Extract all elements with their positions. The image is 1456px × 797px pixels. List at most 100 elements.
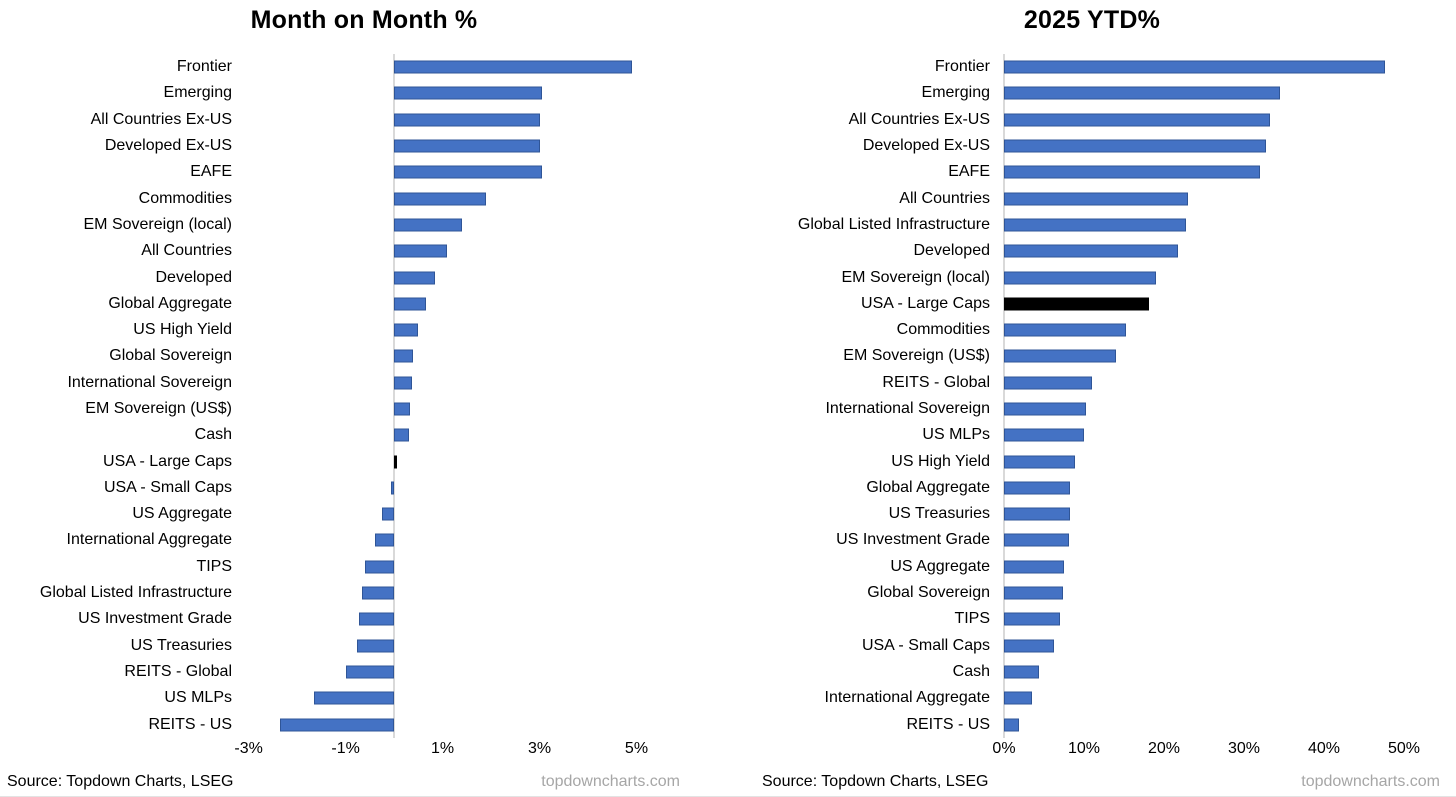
bar-all-countries-ex-us	[1003, 113, 1271, 127]
category-label: USA - Large Caps	[103, 452, 232, 470]
category-label: All Countries	[899, 189, 990, 207]
x-axis-tick: 3%	[527, 740, 552, 757]
bar-us-high-yield	[1003, 455, 1076, 469]
category-label: US High Yield	[891, 452, 990, 470]
category-label: Frontier	[176, 58, 232, 76]
category-label: EM Sovereign (US$)	[843, 347, 990, 365]
website-watermark: topdowncharts.com	[1301, 773, 1440, 790]
x-axis-spacer	[0, 738, 237, 762]
bar-row	[997, 448, 1447, 474]
bar-us-mlps	[1003, 428, 1084, 442]
bar-usa-small-caps	[1003, 639, 1055, 653]
bar-cash	[394, 428, 409, 442]
bar-row	[237, 159, 700, 185]
bar-row	[237, 370, 700, 396]
bar-row	[997, 107, 1447, 133]
bar-commodities	[1003, 323, 1127, 337]
bar-row	[997, 80, 1447, 106]
bar-reits-us	[1003, 718, 1020, 732]
bar-reits-global	[345, 665, 395, 679]
bar-em-sovereign-local	[394, 218, 462, 232]
category-label: EM Sovereign (local)	[83, 215, 233, 233]
bar-row	[237, 54, 700, 80]
category-label: USA - Large Caps	[861, 294, 990, 312]
x-axis: 0% 10% 20% 30% 40% 50%	[728, 738, 1456, 762]
bar-frontier	[394, 60, 632, 74]
category-label: Global Listed Infrastructure	[39, 584, 232, 602]
bar-row	[997, 317, 1447, 343]
bar-row	[237, 291, 700, 317]
category-label: Commodities	[896, 321, 990, 339]
bar-reits-us	[280, 718, 395, 732]
bar-row	[237, 212, 700, 238]
category-label: All Countries	[141, 242, 232, 260]
website-watermark: topdowncharts.com	[541, 773, 680, 790]
bar-row	[997, 159, 1447, 185]
bar-em-sovereign-local	[1003, 271, 1156, 285]
category-label: REITS - US	[148, 715, 232, 733]
bar-row	[997, 475, 1447, 501]
bar-em-sovereign-us	[394, 402, 411, 416]
category-label: USA - Small Caps	[861, 636, 990, 654]
bar-row	[997, 633, 1447, 659]
value-axis-zero-line	[393, 54, 395, 738]
bar-us-aggregate	[381, 507, 395, 521]
category-label: REITS - Global	[124, 662, 232, 680]
category-label: US Aggregate	[132, 505, 232, 523]
bar-developed-ex-us	[394, 139, 540, 153]
bar-us-high-yield	[394, 323, 419, 337]
category-label: US Aggregate	[890, 557, 990, 575]
x-axis-tick: 20%	[1147, 740, 1181, 757]
category-label: US Treasuries	[888, 505, 990, 523]
category-label: US Treasuries	[130, 636, 232, 654]
bar-row	[997, 238, 1447, 264]
category-label: REITS - US	[906, 715, 990, 733]
chart-title-ytd: 2025 YTD%	[1023, 6, 1161, 34]
bar-global-sovereign	[394, 349, 414, 363]
bar-row	[237, 580, 700, 606]
category-label: Global Aggregate	[108, 294, 232, 312]
x-axis-tick: 30%	[1227, 740, 1261, 757]
x-axis-tick-labels: -3% -1% 1% 3% 5%	[234, 738, 700, 762]
bar-us-investment-grade	[359, 612, 395, 626]
bar-row	[237, 264, 700, 290]
bar-row	[237, 422, 700, 448]
category-label: EAFE	[190, 163, 232, 181]
x-axis-tick: -1%	[331, 740, 360, 757]
bar-global-aggregate	[1003, 481, 1071, 495]
chart-panel-month-on-month: Month on Month % Frontier Emerging All Cou…	[0, 0, 728, 791]
bar-international-aggregate	[1003, 691, 1032, 705]
bar-row	[997, 54, 1447, 80]
source-credit: Source: Topdown Charts, LSEG	[762, 773, 989, 790]
bar-row	[237, 80, 700, 106]
bar-row	[997, 370, 1447, 396]
category-label: Emerging	[921, 84, 990, 102]
category-label: US High Yield	[133, 321, 232, 339]
bar-row	[997, 343, 1447, 369]
category-label: Global Aggregate	[866, 478, 990, 496]
category-label: Developed Ex-US	[862, 137, 990, 155]
x-axis-tick: 1%	[430, 740, 455, 757]
x-axis-tick: 5%	[624, 740, 649, 757]
bar-international-aggregate	[374, 533, 395, 547]
category-label: Commodities	[138, 189, 232, 207]
x-axis-spacer	[728, 738, 997, 762]
bar-usa-small-caps	[391, 481, 395, 495]
category-label: Cash	[194, 426, 232, 444]
category-label: US Investment Grade	[78, 610, 232, 628]
bar-emerging	[1003, 86, 1280, 100]
x-axis-tick: 50%	[1387, 740, 1421, 757]
category-label: REITS - Global	[882, 373, 990, 391]
bar-row	[237, 343, 700, 369]
bar-row	[237, 107, 700, 133]
bar-all-countries-ex-us	[394, 113, 540, 127]
x-axis-tick: 10%	[1067, 740, 1101, 757]
bar-row	[997, 396, 1447, 422]
chart-footer: Source: Topdown Charts, LSEG topdownchar…	[728, 773, 1456, 791]
bar-row	[997, 212, 1447, 238]
category-label: TIPS	[954, 610, 990, 628]
bar-developed	[394, 271, 436, 285]
category-label: Emerging	[163, 84, 232, 102]
bar-row	[237, 554, 700, 580]
